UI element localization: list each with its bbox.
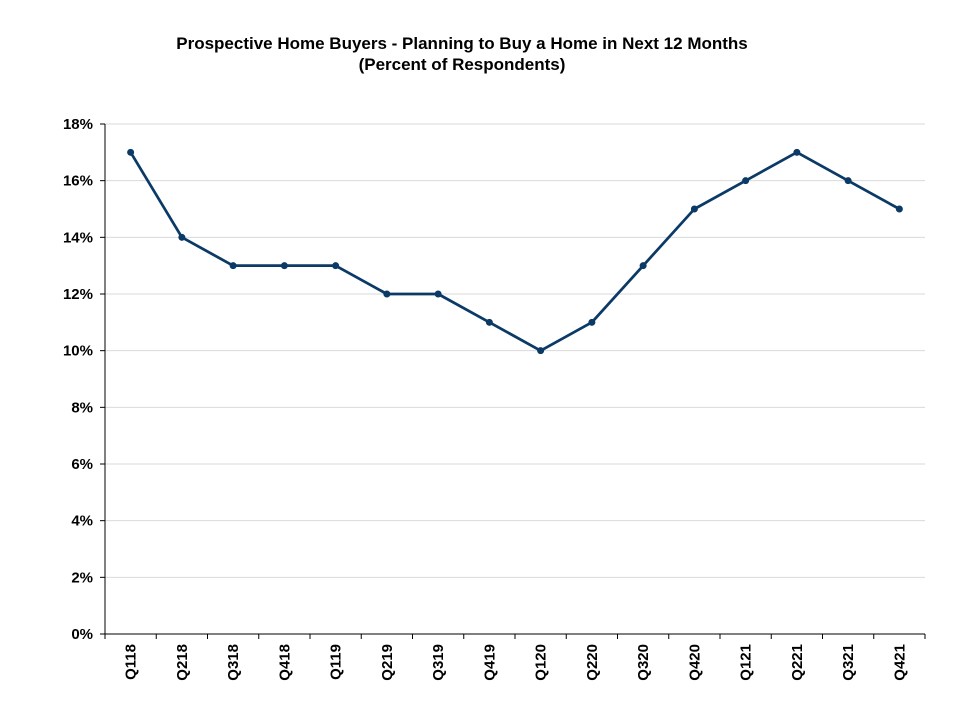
axes	[100, 123, 926, 639]
x-tick-label: Q319	[430, 644, 447, 681]
y-tick-label: 18%	[63, 116, 93, 133]
y-tick-label: 2%	[71, 569, 93, 586]
data-point	[383, 290, 391, 298]
x-tick-label: Q320	[635, 644, 652, 681]
data-point	[639, 262, 647, 270]
series	[127, 148, 903, 355]
x-tick-label: Q219	[379, 644, 396, 681]
chart-subtitle: (Percent of Respondents)	[358, 55, 566, 74]
y-tick-label: 4%	[71, 513, 93, 530]
x-tick-label: Q220	[584, 644, 601, 681]
data-point	[280, 262, 288, 270]
data-point	[178, 233, 186, 241]
x-tick-label: Q318	[225, 644, 242, 681]
y-tick-label: 10%	[63, 343, 93, 360]
x-tick-label: Q121	[738, 644, 755, 681]
data-point	[793, 148, 801, 156]
data-point	[485, 318, 493, 326]
data-point	[332, 262, 340, 270]
x-tick-label: Q120	[533, 644, 550, 681]
x-tick-label: Q119	[328, 644, 345, 680]
x-tick-label: Q418	[276, 644, 293, 681]
chart-title-block: Prospective Home Buyers - Planning to Bu…	[0, 33, 924, 75]
x-tick-label: Q419	[481, 644, 498, 681]
series-line	[129, 150, 901, 353]
x-tick-label: Q420	[686, 644, 703, 681]
x-tick-label: Q421	[891, 644, 908, 681]
data-point	[537, 347, 545, 355]
y-tick-label: 0%	[71, 626, 93, 643]
y-tick-label: 6%	[71, 456, 93, 473]
data-point	[690, 205, 698, 213]
data-point	[588, 318, 596, 326]
y-tick-label: 8%	[71, 399, 93, 416]
data-point	[844, 177, 852, 185]
data-point	[127, 148, 135, 156]
y-tick-label: 12%	[63, 286, 93, 303]
data-point	[895, 205, 903, 213]
x-tick-labels: Q118 Q218 Q318 Q418 Q119 Q219 Q319 Q419 Q120 Q220…	[123, 644, 909, 681]
data-point	[742, 177, 750, 185]
x-tick-label: Q321	[840, 644, 857, 681]
data-point	[434, 290, 442, 298]
x-tick-label: Q218	[174, 644, 191, 681]
y-tick-label: 16%	[63, 173, 93, 190]
x-tick-label: Q118	[123, 644, 140, 680]
data-point	[229, 262, 237, 270]
y-tick-labels: 0% 2% 4% 6% 8% 10% 12% 14% 16% 18%	[63, 116, 93, 643]
y-tick-label: 14%	[63, 229, 93, 246]
chart-title: Prospective Home Buyers - Planning to Bu…	[176, 34, 748, 53]
x-tick-label: Q221	[789, 644, 806, 681]
gridlines	[105, 123, 925, 578]
